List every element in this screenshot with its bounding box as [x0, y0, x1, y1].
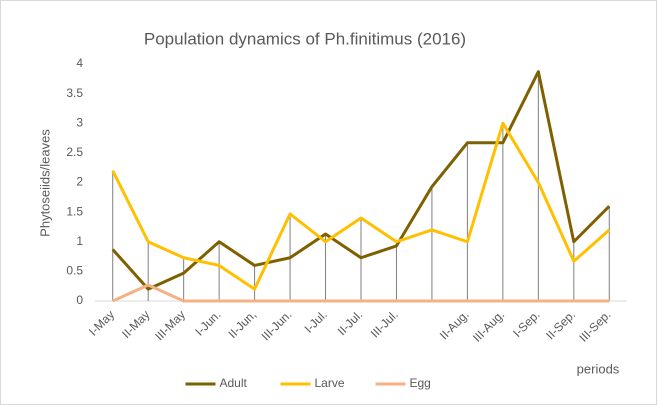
chart-title: Population dynamics of Ph.finitimus (201…: [144, 29, 466, 48]
series-line: [111, 121, 611, 291]
y-axis-label: Phytoseiids/leaves: [37, 129, 52, 237]
y-tick-label: 1: [76, 234, 83, 248]
y-tick-label: 1.5: [66, 204, 83, 218]
series-line: [112, 283, 610, 303]
legend-label: Egg: [410, 376, 431, 390]
series-line: [111, 70, 611, 291]
legend-label: Larve: [315, 376, 345, 390]
x-axis-label: periods: [577, 361, 620, 376]
y-tick-label: 2: [76, 175, 83, 189]
y-tick-label: 4: [76, 56, 83, 70]
y-tick-label: 3.5: [66, 86, 83, 100]
y-tick-label: 0: [76, 293, 83, 307]
legend-label: Adult: [220, 376, 248, 390]
y-tick-label: 3: [76, 115, 83, 129]
y-tick-label: 2.5: [66, 145, 83, 159]
y-tick-label: 0.5: [66, 264, 83, 278]
